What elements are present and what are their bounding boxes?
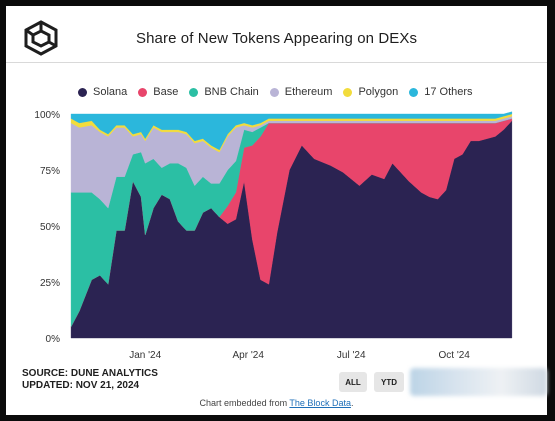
updated-text: UPDATED: NOV 21, 2024: [22, 380, 140, 391]
legend-dot-17-others: [409, 87, 419, 97]
embed-note: Chart embedded from The Block Data.: [6, 398, 547, 408]
legend-label-bnb-chain: BNB Chain: [204, 86, 259, 98]
ytd-range-button[interactable]: YTD: [374, 372, 404, 392]
legend-dot-solana: [78, 87, 87, 97]
legend-label-17-others: 17 Others: [424, 86, 473, 98]
x-tick-label: Oct '24: [439, 350, 471, 361]
legend-item-base[interactable]: Base: [138, 86, 178, 98]
embed-prefix: Chart embedded from: [199, 398, 290, 408]
chart-legend: Solana Base BNB Chain Ethereum Polygon 17 Oth…: [78, 84, 484, 100]
source-note: SOURCE: DUNE ANALYTICS UPDATED: NOV 21, …: [22, 368, 158, 392]
legend-item-polygon[interactable]: Polygon: [343, 86, 398, 98]
legend-dot-ethereum: [269, 87, 279, 97]
legend-label-polygon: Polygon: [358, 86, 399, 98]
legend-label-solana: Solana: [93, 86, 128, 98]
source-text: SOURCE: DUNE ANALYTICS: [22, 368, 158, 379]
cube-logo-icon: [24, 20, 58, 56]
y-tick-label: 0%: [46, 334, 61, 345]
chart-card: Share of New Tokens Appearing on DEXs So…: [6, 6, 547, 415]
legend-label-ethereum: Ethereum: [284, 86, 333, 98]
x-tick-label: Jan '24: [129, 350, 161, 361]
chart-title: Share of New Tokens Appearing on DEXs: [136, 30, 418, 47]
chart-header: Share of New Tokens Appearing on DEXs: [6, 6, 547, 63]
x-tick-label: Apr '24: [233, 350, 265, 361]
legend-item-solana[interactable]: Solana: [78, 86, 127, 98]
x-tick-label: Jul '24: [337, 350, 366, 361]
y-tick-label: 75%: [40, 166, 60, 177]
legend-item-ethereum[interactable]: Ethereum: [269, 86, 333, 98]
y-tick-label: 50%: [40, 222, 60, 233]
all-range-button[interactable]: ALL: [339, 372, 367, 392]
y-tick-label: 25%: [40, 278, 60, 289]
area-17-others: [70, 111, 513, 151]
the-block-data-link[interactable]: The Block Data: [289, 398, 351, 408]
legend-label-base: Base: [153, 86, 179, 98]
legend-dot-bnb-chain: [189, 87, 199, 97]
legend-item-bnb-chain[interactable]: BNB Chain: [189, 86, 259, 98]
chart-plot: 0% 25% 50% 75% 100% Jan '24 Apr '24 Jul '24 Oct …: [34, 110, 513, 361]
blurred-controls: [410, 368, 547, 396]
embed-suffix: .: [350, 398, 354, 408]
legend-item-17-others[interactable]: 17 Others: [409, 86, 473, 98]
legend-dot-base: [138, 87, 148, 97]
legend-dot-polygon: [343, 87, 353, 97]
y-tick-label: 100%: [34, 110, 60, 121]
